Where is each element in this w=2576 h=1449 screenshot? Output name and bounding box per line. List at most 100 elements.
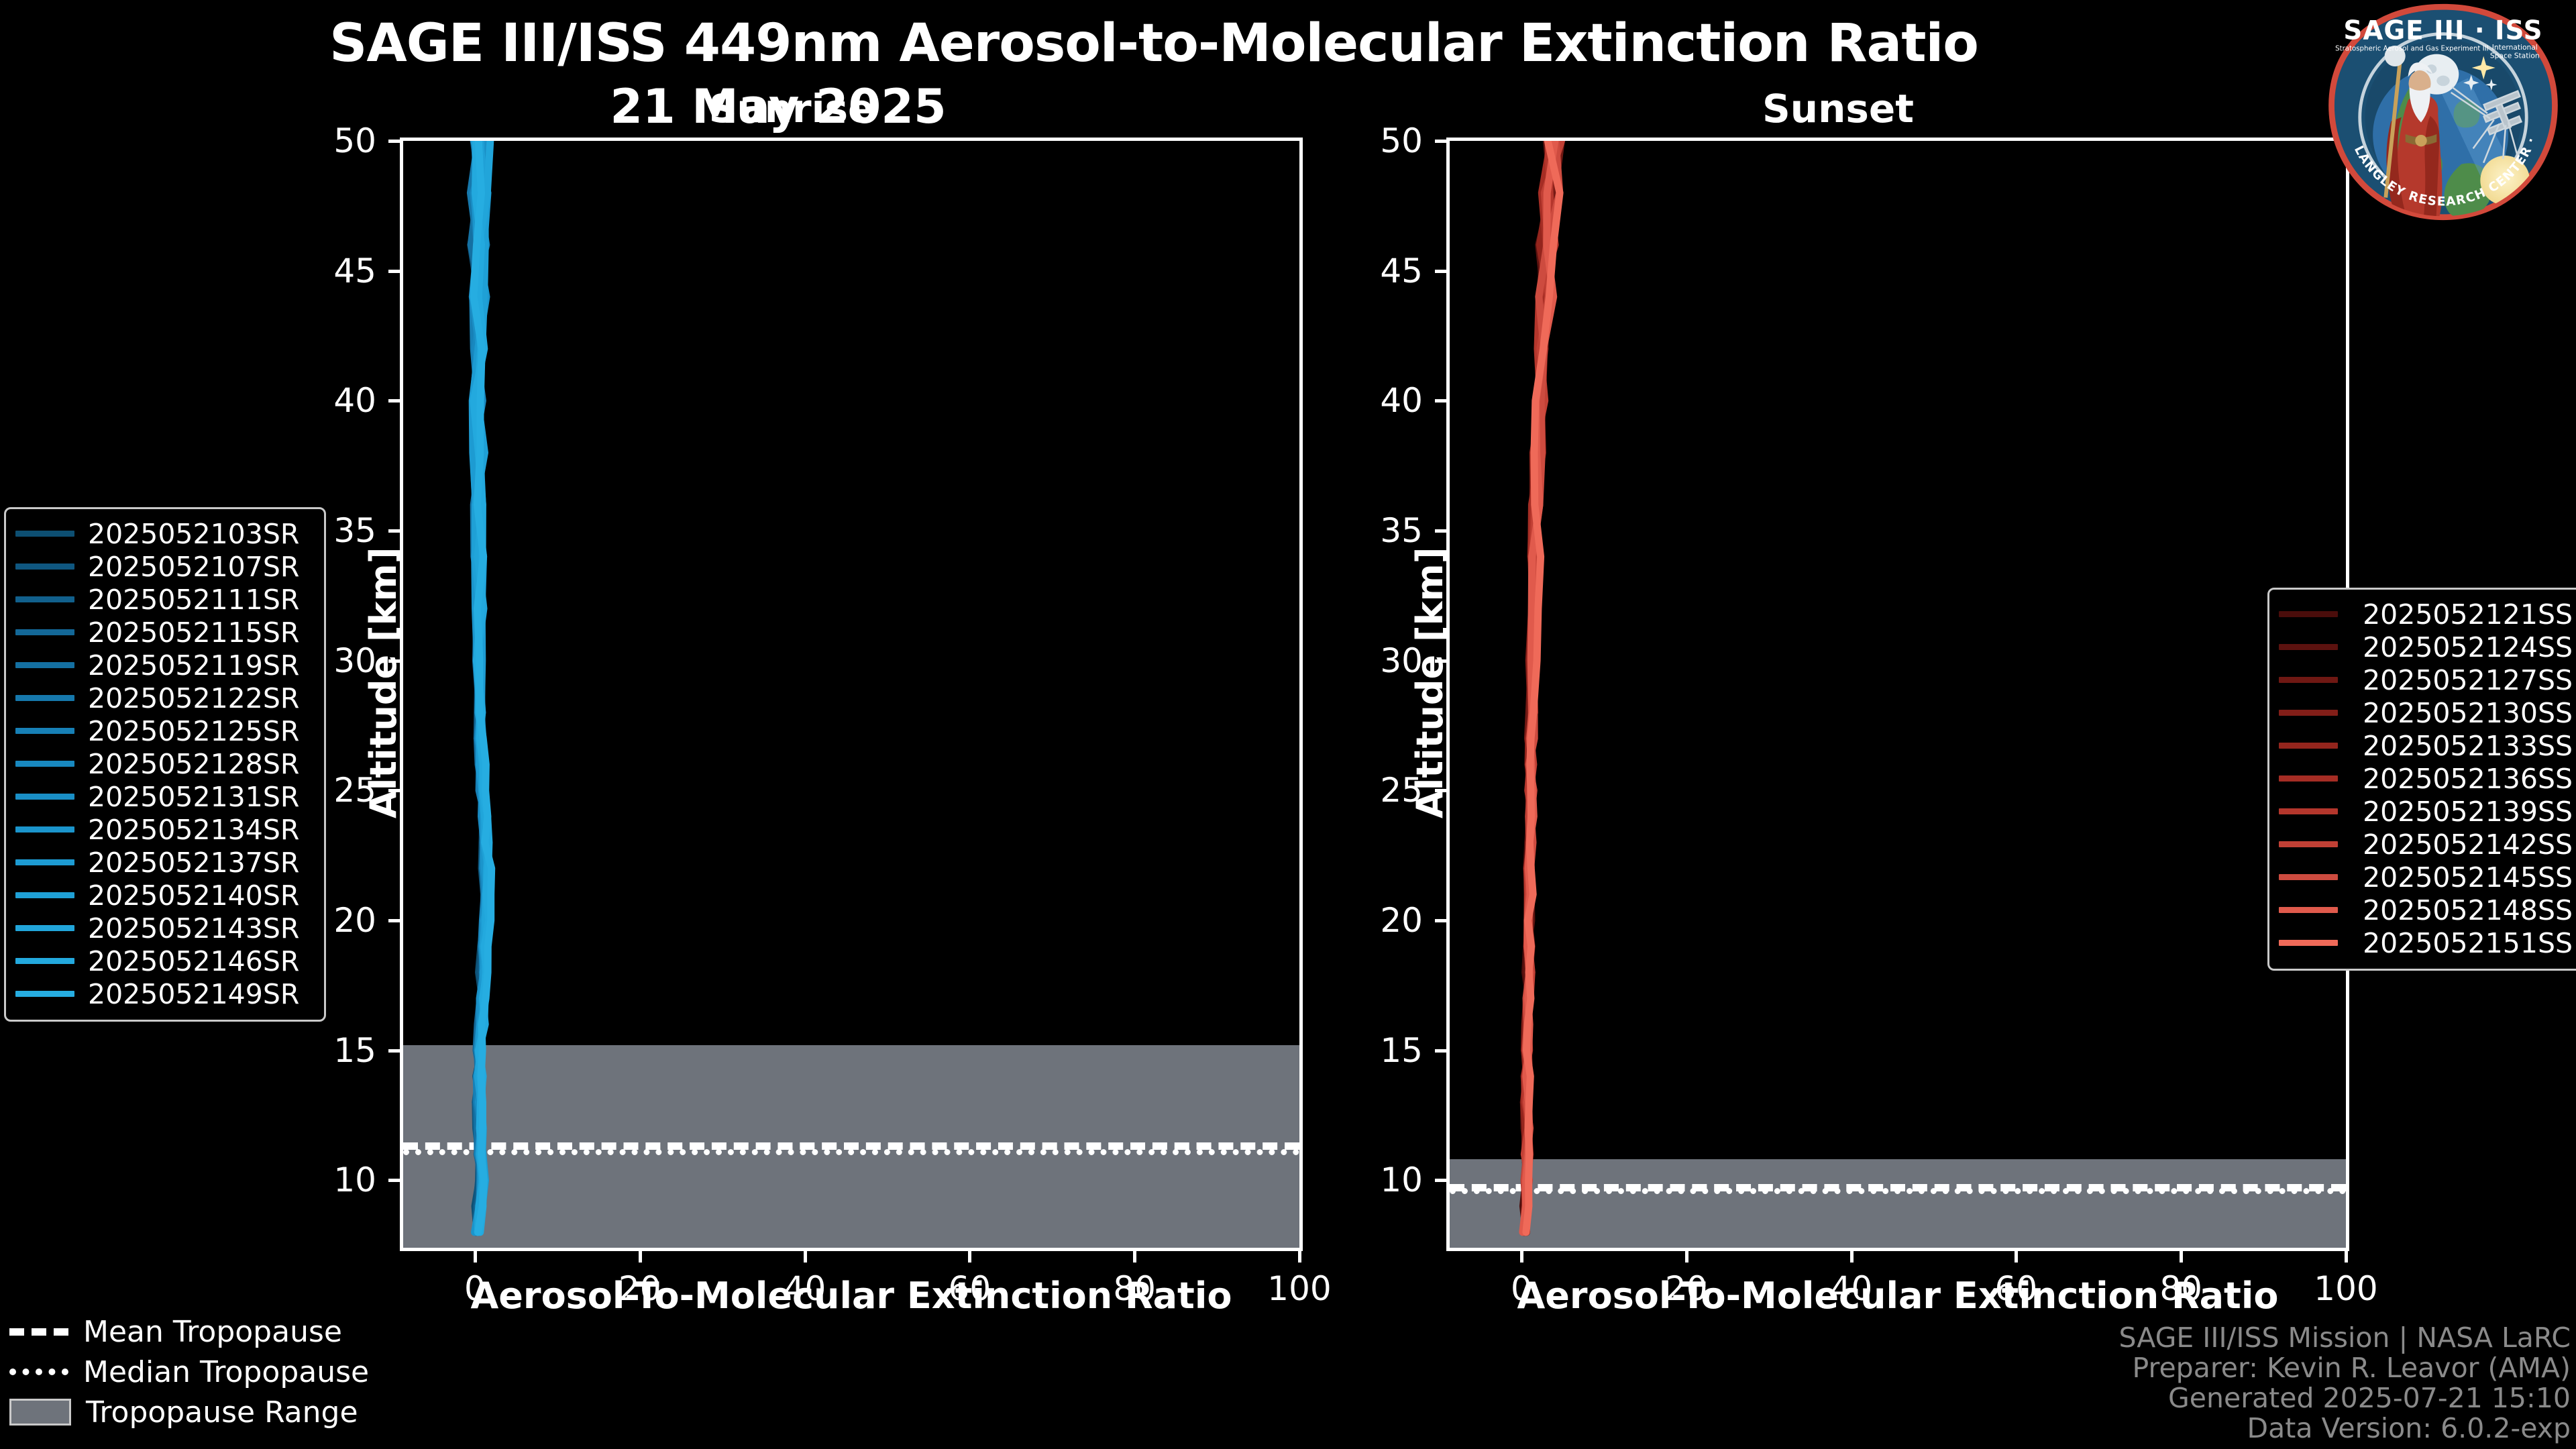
x-tick-label-sunset-0: 0 <box>1511 1269 1532 1308</box>
x-axis-title-sunset: Aerosol-To-Molecular Extinction Ratio <box>1517 1275 2279 1317</box>
y-axis-title-sunrise: Altitude [km] <box>362 547 405 819</box>
legend-item[interactable]: 2025052149SR <box>15 977 309 1010</box>
y-tick-label-sunrise-50: 50 <box>333 121 376 160</box>
legend-color-swatch <box>15 761 74 767</box>
panel-title-sunset: Sunset <box>1762 86 1914 131</box>
y-tick-sunrise-50 <box>388 140 403 143</box>
legend-item-tropopause: Tropopause Range <box>9 1392 369 1432</box>
legend-color-swatch <box>15 925 74 931</box>
profile-curves-sunset <box>1519 141 1565 1236</box>
legend-item-label: 2025052143SR <box>88 912 300 945</box>
legend-item[interactable]: 2025052119SR <box>15 649 309 682</box>
legend-item[interactable]: 2025052111SR <box>15 583 309 616</box>
footer-line: Generated 2025-07-21 15:10 <box>2167 1381 2571 1414</box>
legend-color-swatch <box>15 629 74 635</box>
y-tick-label-sunset-40: 40 <box>1380 381 1423 421</box>
median-tropopause-line-sunrise <box>403 1148 1299 1155</box>
legend-item-label: 2025052103SR <box>88 517 300 550</box>
legend-item[interactable]: 2025052125SR <box>15 714 309 747</box>
legend-item[interactable]: 2025052140SR <box>15 879 309 912</box>
legend-sunset[interactable]: 2025052121SS 2025052124SS 2025052127SS 2025… <box>2267 588 2576 971</box>
legend-item-label: Tropopause Range <box>86 1395 358 1430</box>
legend-item-label: 2025052131SR <box>88 780 300 813</box>
patch-subtitle-left: Stratospheric Aerosol and Gas Experiment… <box>2335 46 2489 53</box>
footer-line: Preparer: Kevin R. Leavor (AMA) <box>2132 1351 2571 1384</box>
legend-color-swatch <box>2279 611 2338 617</box>
y-tick-sunset-15 <box>1435 1049 1450 1053</box>
y-tick-label-sunrise-45: 45 <box>333 251 376 290</box>
y-tick-label-sunset-25: 25 <box>1380 771 1423 810</box>
legend-color-swatch <box>15 991 74 997</box>
x-tick-label-sunrise-80: 80 <box>1113 1269 1156 1308</box>
x-tick-label-sunset-60: 60 <box>1994 1269 2038 1308</box>
legend-item[interactable]: 2025052145SS <box>2279 861 2573 894</box>
legend-item-tropopause: Mean Tropopause <box>9 1311 369 1352</box>
legend-item[interactable]: 2025052103SR <box>15 517 309 550</box>
footer-line: Data Version: 6.0.2-exp <box>2247 1411 2571 1444</box>
y-tick-sunrise-40 <box>388 399 403 403</box>
legend-color-swatch <box>2279 677 2338 683</box>
legend-item[interactable]: 2025052131SR <box>15 780 309 813</box>
y-tick-sunset-35 <box>1435 529 1450 533</box>
x-tick-sunrise-60 <box>968 1248 972 1263</box>
legend-color-swatch <box>2279 710 2338 716</box>
legend-item-label: 2025052148SS <box>2363 894 2573 926</box>
legend-item-label: 2025052149SR <box>88 977 300 1010</box>
legend-item[interactable]: 2025052137SR <box>15 846 309 879</box>
x-tick-sunrise-100 <box>1298 1248 1301 1263</box>
legend-sunrise[interactable]: 2025052103SR 2025052107SR 2025052111SR 2025… <box>4 507 326 1022</box>
legend-item-label: 2025052145SS <box>2363 861 2573 894</box>
profile-line <box>1522 141 1564 1236</box>
legend-item[interactable]: 2025052128SR <box>15 747 309 780</box>
legend-item[interactable]: 2025052136SS <box>2279 762 2573 795</box>
legend-band-swatch <box>9 1399 71 1426</box>
x-tick-sunset-40 <box>1849 1248 1854 1263</box>
y-tick-sunset-25 <box>1435 789 1450 793</box>
legend-item[interactable]: 2025052121SS <box>2279 598 2573 631</box>
legend-item[interactable]: 2025052148SS <box>2279 894 2573 926</box>
x-tick-sunset-80 <box>2180 1248 2184 1263</box>
legend-color-swatch <box>15 596 74 602</box>
legend-item-label: 2025052137SR <box>88 846 300 879</box>
legend-item-label: 2025052122SR <box>88 682 300 714</box>
x-tick-label-sunrise-60: 60 <box>948 1269 991 1308</box>
y-tick-sunrise-15 <box>388 1049 403 1053</box>
legend-item-label: 2025052146SR <box>88 945 300 977</box>
date-subtitle: 21 May 2025 <box>610 79 947 134</box>
legend-item[interactable]: 2025052122SR <box>15 682 309 714</box>
legend-item[interactable]: 2025052146SR <box>15 945 309 977</box>
y-tick-sunrise-10 <box>388 1179 403 1183</box>
legend-item-label: 2025052124SS <box>2363 631 2573 663</box>
plot-area-sunset <box>1446 138 2349 1251</box>
legend-color-swatch <box>15 662 74 668</box>
y-tick-sunset-40 <box>1435 399 1450 403</box>
x-tick-label-sunset-100: 100 <box>2314 1269 2378 1308</box>
legend-item[interactable]: 2025052127SS <box>2279 663 2573 696</box>
y-tick-label-sunrise-30: 30 <box>333 641 376 680</box>
legend-item[interactable]: 2025052151SS <box>2279 926 2573 959</box>
y-tick-label-sunrise-40: 40 <box>333 381 376 421</box>
legend-item-label: 2025052121SS <box>2363 598 2573 631</box>
legend-item-label: 2025052128SR <box>88 747 300 780</box>
legend-item[interactable]: 2025052143SR <box>15 912 309 945</box>
y-tick-sunrise-45 <box>388 269 403 273</box>
y-tick-label-sunrise-10: 10 <box>333 1161 376 1200</box>
legend-item[interactable]: 2025052107SR <box>15 550 309 583</box>
legend-color-swatch <box>2279 874 2338 880</box>
legend-item[interactable]: 2025052124SS <box>2279 631 2573 663</box>
legend-item-label: 2025052142SS <box>2363 828 2573 861</box>
legend-item[interactable]: 2025052130SS <box>2279 696 2573 729</box>
legend-item[interactable]: 2025052142SS <box>2279 828 2573 861</box>
sage-iii-iss-mission-patch-logo: SAGE III · ISS Stratospheric Aerosol and… <box>2312 1 2558 221</box>
legend-item[interactable]: 2025052115SR <box>15 616 309 649</box>
legend-item-label: Mean Tropopause <box>83 1314 342 1349</box>
legend-item[interactable]: 2025052133SS <box>2279 729 2573 762</box>
x-axis-title-sunrise: Aerosol-To-Molecular Extinction Ratio <box>470 1275 1232 1317</box>
legend-item[interactable]: 2025052139SS <box>2279 795 2573 828</box>
legend-item[interactable]: 2025052134SR <box>15 813 309 846</box>
legend-color-swatch <box>2279 743 2338 749</box>
y-tick-label-sunset-50: 50 <box>1380 121 1423 160</box>
mean-tropopause-line-sunset <box>1450 1184 2346 1192</box>
y-tick-label-sunset-10: 10 <box>1380 1161 1423 1200</box>
y-tick-sunset-20 <box>1435 918 1450 922</box>
